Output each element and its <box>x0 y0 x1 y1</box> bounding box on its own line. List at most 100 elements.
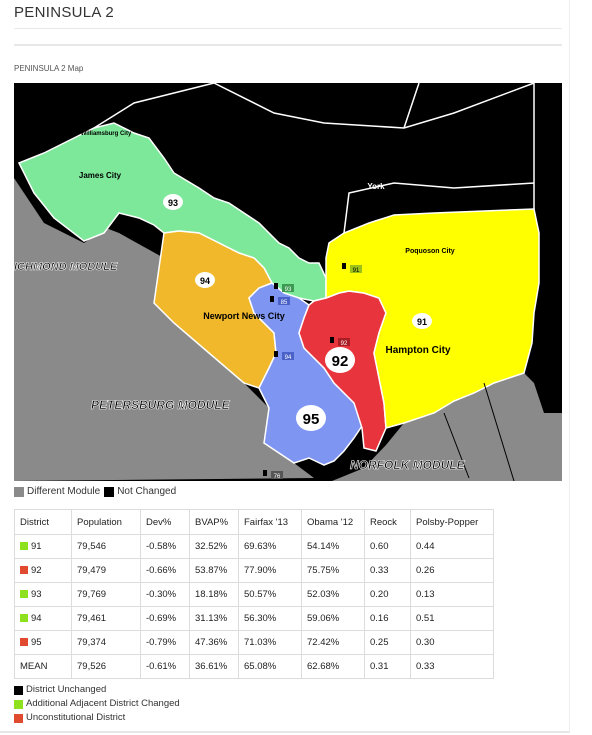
fairfax-cell: 71.03% <box>238 630 302 655</box>
fairfax-cell: 77.90% <box>238 558 302 583</box>
status-swatch-adjacent <box>20 542 28 550</box>
marker-93: 93 <box>274 283 294 293</box>
district-cell: 95 <box>31 637 42 648</box>
col-polsby: Polsby-Popper <box>410 509 494 535</box>
reock-cell: 0.33 <box>364 558 411 583</box>
fairfax-cell: 56.30% <box>238 606 302 631</box>
marker-92: 92 <box>330 337 350 347</box>
dev-cell: -0.61% <box>140 654 190 679</box>
obama-cell: 54.14% <box>301 534 365 559</box>
reock-cell: 0.20 <box>364 582 411 607</box>
norfolk-module-area <box>332 373 562 481</box>
population-cell: 79,479 <box>71 558 141 583</box>
marker-94-label: 94 <box>285 355 292 361</box>
dev-cell: -0.69% <box>140 606 190 631</box>
map-subtitle: PENINSULA 2 Map <box>14 64 84 73</box>
bvap-cell: 53.87% <box>189 558 239 583</box>
polsby-cell: 0.30 <box>410 630 494 655</box>
district-map-svg: Williamsburg City James City York Poquos… <box>14 83 562 481</box>
dev-cell: -0.58% <box>140 534 190 559</box>
marker-91: 91 <box>342 263 362 274</box>
not-changed-label: Not Changed <box>117 486 177 497</box>
dev-cell: -0.30% <box>140 582 190 607</box>
obama-cell: 72.42% <box>301 630 365 655</box>
poquoson-label: Poquoson City <box>405 248 454 255</box>
marker-92-label: 92 <box>341 341 348 347</box>
population-cell: 79,769 <box>71 582 141 607</box>
legend-row-adjacent: Additional Adjacent District Changed <box>14 697 180 711</box>
york-label: York <box>367 182 385 191</box>
norfolk-module-label: NORFOLK MODULE <box>350 458 466 472</box>
marker-94: 94 <box>274 351 294 361</box>
district-cell: 92 <box>31 565 42 576</box>
section-divider <box>14 44 562 46</box>
different-module-label: Different Module <box>27 486 101 497</box>
reock-cell: 0.16 <box>364 606 411 631</box>
legend-row-unchanged: District Unchanged <box>14 683 180 697</box>
marker-85: 85 <box>270 296 290 306</box>
status-swatch-adjacent <box>20 614 28 622</box>
different-module-swatch <box>14 486 24 497</box>
marker-91-label: 91 <box>353 268 360 274</box>
polsby-cell: 0.44 <box>410 534 494 559</box>
adjacent-swatch <box>14 699 23 709</box>
col-obama: Obama '12 <box>301 509 365 535</box>
district-cell: 93 <box>31 589 42 600</box>
district-map: Williamsburg City James City York Poquos… <box>14 83 562 481</box>
district-status-legend: District Unchanged Additional Adjacent D… <box>14 683 180 725</box>
district-95-label: 95 <box>303 411 320 428</box>
reock-cell: 0.60 <box>364 534 411 559</box>
bvap-cell: 32.52% <box>189 534 239 559</box>
obama-cell: 62.68% <box>301 654 365 679</box>
population-cell: 79,526 <box>71 654 141 679</box>
dev-cell: -0.66% <box>140 558 190 583</box>
fairfax-cell: 50.57% <box>238 582 302 607</box>
county-boundaries <box>93 83 535 234</box>
polsby-cell: 0.33 <box>410 654 494 679</box>
district-91-area <box>325 208 540 429</box>
page-title: PENINSULA 2 <box>14 4 115 21</box>
marker-93-label: 93 <box>285 287 292 293</box>
marker-76: 76 <box>263 470 283 480</box>
reock-cell: 0.31 <box>364 654 411 679</box>
status-swatch-unconstitutional <box>20 638 28 646</box>
bvap-cell: 47.36% <box>189 630 239 655</box>
district-91-label: 91 <box>417 317 427 327</box>
petersburg-module-label: PETERSBURG MODULE <box>91 398 231 412</box>
reock-cell: 0.25 <box>364 630 411 655</box>
col-dev: Dev% <box>140 509 190 535</box>
status-swatch-unconstitutional <box>20 566 28 574</box>
dev-cell: -0.79% <box>140 630 190 655</box>
district-91-label-bg <box>412 313 432 329</box>
newport-news-label: Newport News City <box>203 311 285 321</box>
district-93-label-bg <box>163 194 183 210</box>
district-94-label-bg <box>195 272 215 288</box>
district-94-label: 94 <box>200 276 210 286</box>
water-lines <box>443 382 515 481</box>
table-row: 92 79,479 -0.66% 53.87% 77.90% 75.75% 0.… <box>14 558 494 583</box>
population-cell: 79,461 <box>71 606 141 631</box>
bvap-cell: 18.18% <box>189 582 239 607</box>
bottom-border <box>0 731 570 733</box>
polsby-cell: 0.26 <box>410 558 494 583</box>
james-city-label: James City <box>79 171 122 180</box>
obama-cell: 59.06% <box>301 606 365 631</box>
col-population: Population <box>71 509 141 535</box>
district-cell: 91 <box>31 541 42 552</box>
district-95-label-bg <box>296 405 326 431</box>
map-legend: Different Module Not Changed <box>14 486 176 497</box>
bvap-cell: 31.13% <box>189 606 239 631</box>
population-cell: 79,546 <box>71 534 141 559</box>
richmond-petersburg-module-area <box>14 178 314 481</box>
bvap-cell: 36.61% <box>189 654 239 679</box>
table-row: 94 79,461 -0.69% 31.13% 56.30% 59.06% 0.… <box>14 606 494 631</box>
table-row: 95 79,374 -0.79% 47.36% 71.03% 72.42% 0.… <box>14 630 494 655</box>
legend-row-unconstitutional: Unconstitutional District <box>14 711 180 725</box>
col-fairfax: Fairfax '13 <box>238 509 302 535</box>
obama-cell: 52.03% <box>301 582 365 607</box>
status-swatch-adjacent <box>20 590 28 598</box>
unchanged-label: District Unchanged <box>26 684 107 695</box>
fairfax-cell: 65.08% <box>238 654 302 679</box>
table-row: 93 79,769 -0.30% 18.18% 50.57% 52.03% 0.… <box>14 582 494 607</box>
williamsburg-label: Williamsburg City <box>81 131 132 137</box>
